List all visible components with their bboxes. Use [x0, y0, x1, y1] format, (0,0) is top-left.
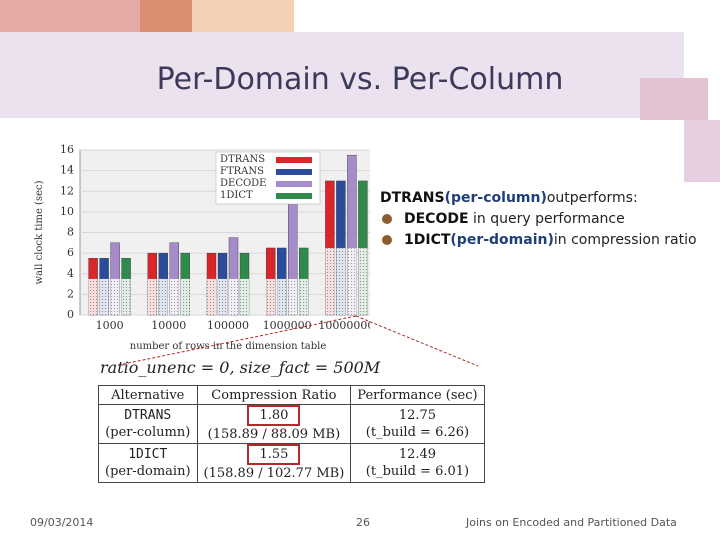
y-tick-label: 10 [60, 205, 74, 218]
y-tick-label: 6 [67, 246, 74, 259]
x-axis-label: number of rows in the dimension table [130, 341, 327, 352]
formula: ratio_unenc = 0, size_fact = 500M [100, 358, 381, 377]
ratio-cell: 1.55 (158.89 / 102.77 MB) [196, 443, 352, 483]
table-header: Compression Ratio [196, 385, 352, 405]
lead-sentence: DTRANS(per-column)outperforms: [380, 188, 700, 209]
legend-label: FTRANS [220, 166, 264, 177]
ratio-value: 1.55 [247, 444, 301, 465]
comparison-table: Alternative Compression Ratio Performanc… [98, 385, 485, 483]
bar-base-segment [147, 278, 157, 315]
finding-qualifier: (per-domain) [450, 232, 554, 248]
finding-rest: in compression ratio [553, 232, 697, 248]
bar-base-segment [218, 278, 227, 315]
lead-qualifier: (per-column) [444, 190, 547, 206]
table-header: Performance (sec) [350, 385, 485, 405]
bar-base-segment [299, 278, 309, 315]
x-tick-label: 1000000 [263, 319, 312, 332]
finding-word: 1DICT [404, 232, 451, 248]
bar-base-segment [180, 278, 190, 315]
bar-base-segment [88, 278, 98, 315]
legend-swatch [276, 169, 312, 175]
ratio-detail: (158.89 / 102.77 MB) [203, 466, 345, 481]
findings-list: DECODE in query performance 1DICT(per-do… [380, 209, 700, 251]
y-tick-label: 14 [60, 164, 74, 177]
bullet-icon [382, 235, 392, 245]
ratio-value: 1.80 [247, 405, 301, 426]
bar-chart: 0 2 4 6 8 10 12 14 16 wall clock time (sec) number… [30, 140, 370, 355]
findings-text: DTRANS(per-column)outperforms: DECODE in… [380, 188, 700, 251]
table-row: 1DICT (per-domain) 1.55 (158.89 / 102.77 M… [98, 443, 485, 483]
finding-rest: in query performance [468, 211, 625, 227]
table-header: Alternative [98, 385, 198, 405]
bar-chart-svg: 0 2 4 6 8 10 12 14 16 wall clock time (sec) number… [34, 143, 370, 352]
table-header-row: Alternative Compression Ratio Performanc… [98, 385, 485, 405]
footer-title: Joins on Encoded and Partitioned Data [466, 516, 677, 529]
bar-base-segment [229, 278, 238, 315]
y-tick-label: 4 [67, 267, 74, 280]
legend-label: 1DICT [220, 190, 253, 201]
footer-date: 09/03/2014 [30, 516, 94, 529]
slide-title: Per-Domain vs. Per-Column [156, 62, 564, 97]
alt-cell: 1DICT (per-domain) [98, 443, 198, 483]
finding-item: DECODE in query performance [380, 209, 700, 230]
bar-base-segment [325, 247, 335, 315]
bar-base-segment [158, 278, 168, 315]
perf-cell: 12.49 (t_build = 6.01) [350, 443, 485, 483]
lead-word: DTRANS [380, 190, 445, 206]
y-tick-label: 0 [67, 308, 74, 321]
bullet-icon [382, 214, 392, 224]
alt-type: (per-domain) [105, 464, 191, 479]
perf-detail: (t_build = 6.01) [365, 464, 470, 479]
x-tick-label: 100000 [207, 319, 249, 332]
legend-swatch [276, 157, 312, 163]
alt-type: (per-column) [105, 425, 191, 440]
bar-base-segment [347, 247, 357, 315]
y-tick-label: 8 [67, 226, 74, 239]
perf-detail: (t_build = 6.26) [365, 425, 470, 440]
bar-base-segment [99, 278, 109, 315]
table-row: DTRANS (per-column) 1.80 (158.89 / 88.09 M… [98, 404, 485, 444]
y-tick-label: 16 [60, 143, 74, 156]
ratio-cell: 1.80 (158.89 / 88.09 MB) [196, 404, 352, 444]
bar-base-segment [110, 278, 120, 315]
legend-label: DTRANS [220, 154, 265, 165]
x-tick-label: 1000 [96, 319, 124, 332]
x-tick-label: 10000000 [318, 319, 370, 332]
alt-name: DTRANS [124, 408, 172, 423]
perf-value: 12.75 [398, 408, 437, 423]
bar-base-segment [277, 278, 287, 315]
legend-swatch [276, 193, 312, 199]
footer-page-number: 26 [356, 516, 370, 529]
alt-name: 1DICT [128, 447, 168, 462]
alt-cell: DTRANS (per-column) [98, 404, 198, 444]
bar-base-segment [266, 278, 276, 315]
legend-swatch [276, 181, 312, 187]
title-band [0, 32, 684, 118]
bar-base-segment [240, 278, 249, 315]
lead-rest: outperforms: [546, 190, 638, 206]
y-axis-label: wall clock time (sec) [34, 180, 45, 284]
perf-cell: 12.75 (t_build = 6.26) [350, 404, 485, 444]
bar-base-segment [121, 278, 131, 315]
bar-base-segment [288, 278, 298, 315]
side-decoration-bottom [684, 120, 720, 182]
y-tick-label: 2 [67, 287, 74, 300]
bar-base-segment [207, 278, 216, 315]
bar-base-segment [336, 247, 346, 315]
bar-base-segment [169, 278, 179, 315]
perf-value: 12.49 [398, 447, 437, 462]
y-tick-label: 12 [60, 184, 74, 197]
bar-base-segment [358, 247, 368, 315]
ratio-detail: (158.89 / 88.09 MB) [207, 427, 341, 442]
legend-label: DECODE [220, 178, 266, 189]
side-decoration-top [640, 78, 708, 120]
x-tick-label: 10000 [151, 319, 186, 332]
finding-word: DECODE [404, 211, 469, 227]
finding-item: 1DICT(per-domain)in compression ratio [380, 230, 700, 251]
